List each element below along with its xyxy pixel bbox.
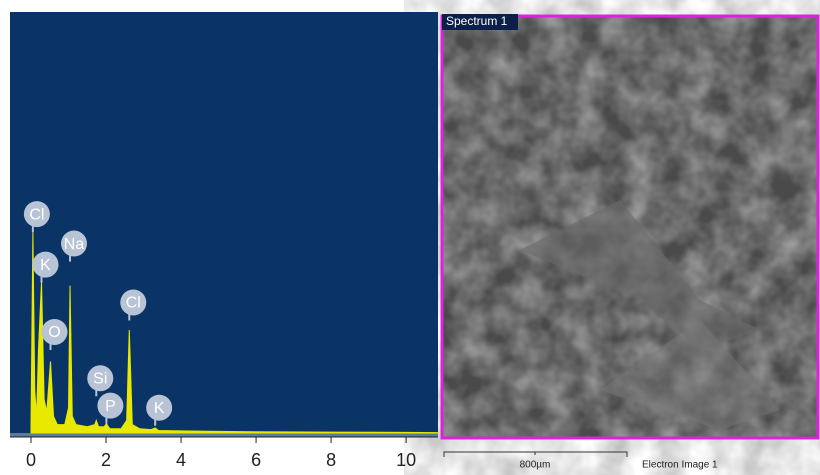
plot-background [10,12,438,437]
peak-label: Si [93,370,107,387]
peak-label: K [40,257,51,274]
spectrum-chart: 0 2 4 6 8 10 Cl K Na O Si P Cl K [10,12,438,470]
x-tick-label: 4 [176,450,186,470]
x-tick-label: 6 [251,450,261,470]
screen: Spectrum 1 800µm Electron Image 1 0 2 4 6 8 1… [0,0,820,475]
sem-image: Spectrum 1 800µm Electron Image 1 [442,14,818,471]
peak-label: P [105,398,116,415]
spectrum-label: Spectrum 1 [446,14,508,28]
x-tick-label: 10 [396,450,416,470]
x-tick-label: 0 [26,450,36,470]
peak-label: K [154,400,165,417]
x-tick-label: 2 [101,450,111,470]
peak-label: Na [64,236,85,253]
page: Spectrum 1 800µm Electron Image 1 0 2 4 6 8 1… [0,0,820,475]
peak-label: Cl [126,295,141,312]
peak-label: O [48,324,60,341]
axis-strip [10,433,438,437]
scale-bar [444,452,627,457]
scale-label: 800µm [520,460,551,471]
x-tick-label: 8 [326,450,336,470]
peak-label: Cl [29,206,44,223]
image-caption: Electron Image 1 [642,460,718,471]
